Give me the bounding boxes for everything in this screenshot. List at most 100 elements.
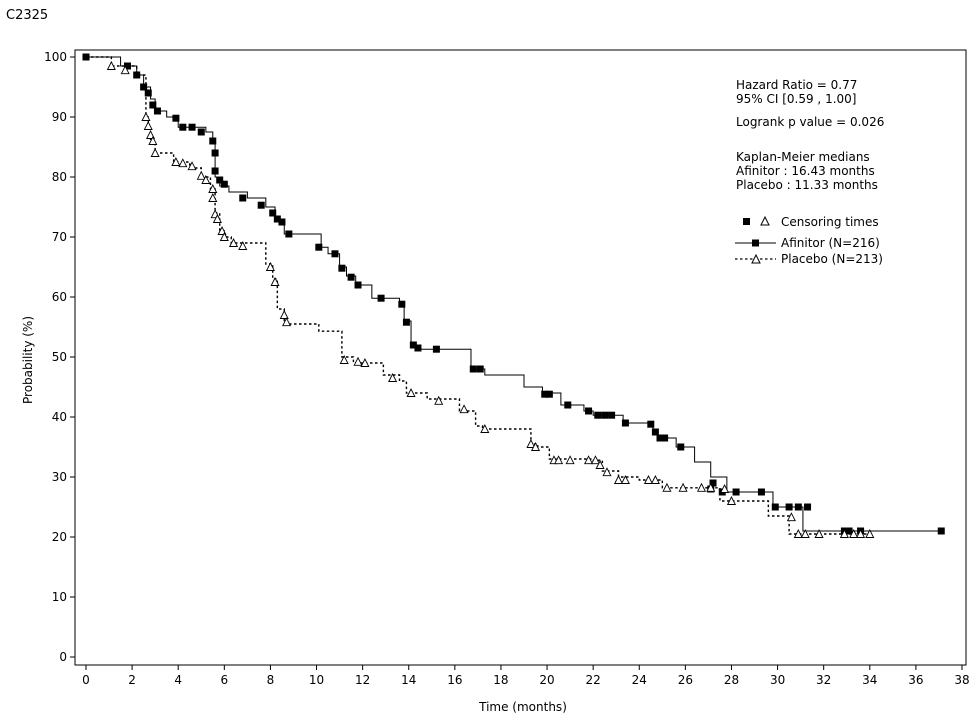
afinitor-censor-marker xyxy=(476,365,484,373)
afinitor-censor-marker xyxy=(608,411,616,419)
afinitor-censor-marker xyxy=(347,273,355,281)
placebo-censor-marker xyxy=(279,310,289,319)
x-tick-label: 10 xyxy=(309,673,324,687)
legend-afinitor-square-icon xyxy=(752,239,759,247)
plot-frame xyxy=(74,49,967,666)
placebo-censor-marker xyxy=(143,121,153,130)
afinitor-censor-marker xyxy=(414,344,422,352)
afinitor-censor-marker xyxy=(153,107,161,115)
placebo-censor-marker xyxy=(814,529,824,538)
y-tick-label: 100 xyxy=(44,50,67,64)
placebo-censor-marker xyxy=(459,404,469,414)
placebo-censor-marker xyxy=(353,356,363,366)
afinitor-censor-marker xyxy=(133,71,141,79)
afinitor-censor-marker xyxy=(354,281,362,289)
placebo-censor-marker xyxy=(148,136,158,145)
placebo-censor-marker xyxy=(554,455,564,465)
placebo-censor-marker xyxy=(238,241,248,250)
legend: Censoring times Afinitor (N=216) Placebo… xyxy=(735,215,883,266)
afinitor-censor-marker xyxy=(937,527,945,535)
x-tick-label: 34 xyxy=(862,673,877,687)
afinitor-censor-marker xyxy=(149,101,157,109)
y-tick-label: 20 xyxy=(52,530,67,544)
afinitor-censor-marker xyxy=(656,434,664,442)
placebo-censor-marker xyxy=(565,455,575,465)
afinitor-censor-marker xyxy=(402,318,410,326)
series-group xyxy=(82,53,945,538)
afinitor-censor-marker xyxy=(651,428,659,436)
afinitor-censor-marker xyxy=(432,345,440,353)
placebo-censor-marker xyxy=(229,238,239,247)
afinitor-censor-marker xyxy=(398,300,406,308)
placebo-censor-marker xyxy=(678,482,688,492)
y-tick-label: 80 xyxy=(52,170,67,184)
afinitor-censor-marker xyxy=(585,407,593,415)
placebo-censor-marker xyxy=(480,424,490,433)
legend-censor-triangle-icon xyxy=(760,215,770,226)
x-tick-label: 22 xyxy=(586,673,601,687)
km-medians-title: Kaplan-Meier medians xyxy=(736,150,870,164)
ci-text: 95% CI [0.59 , 1.00] xyxy=(736,92,856,106)
x-axis-ticks: 0 2 4 6 8 10 12 14 16 18 20 22 24 26 28 30 32 34 36 38 xyxy=(82,665,969,687)
afinitor-censor-marker xyxy=(785,503,793,511)
placebo-censor-marker xyxy=(793,529,803,538)
placebo-censor-marker xyxy=(196,170,206,180)
placebo-censor-marker xyxy=(388,373,398,382)
km-median-placebo: Placebo : 11.33 months xyxy=(736,178,878,192)
y-tick-label: 50 xyxy=(52,350,67,364)
y-tick-label: 40 xyxy=(52,410,67,424)
placebo-censor-marker xyxy=(270,277,280,286)
y-tick-label: 60 xyxy=(52,290,67,304)
placebo-censor-marker xyxy=(146,130,156,139)
afinitor-censor-marker xyxy=(621,419,629,427)
afinitor-censor-marker xyxy=(211,167,219,175)
figure-label: C2325 xyxy=(6,8,49,23)
x-tick-label: 2 xyxy=(128,673,136,687)
afinitor-censor-marker xyxy=(239,194,247,202)
afinitor-censor-marker xyxy=(757,488,765,496)
afinitor-censor-marker xyxy=(677,443,685,451)
afinitor-censor-marker xyxy=(804,503,812,511)
placebo-censor-marker xyxy=(526,439,536,448)
legend-afinitor-label: Afinitor (N=216) xyxy=(781,236,880,250)
afinitor-censor-marker xyxy=(845,527,853,535)
y-axis-ticks: 0 10 20 30 40 50 60 70 80 90 100 xyxy=(44,50,75,664)
placebo-censor-marker xyxy=(706,482,716,492)
placebo-censor-marker xyxy=(120,65,130,75)
afinitor-censor-marker xyxy=(172,114,180,122)
afinitor-censor-marker xyxy=(211,149,219,157)
afinitor-censor-marker xyxy=(732,488,740,496)
placebo-censor-marker xyxy=(208,193,218,202)
placebo-censor-marker xyxy=(696,482,707,492)
y-tick-label: 30 xyxy=(52,470,67,484)
y-tick-label: 0 xyxy=(59,650,67,664)
afinitor-censor-marker xyxy=(209,137,217,145)
placebo-curve xyxy=(86,56,870,535)
x-tick-label: 20 xyxy=(539,673,554,687)
placebo-censor-marker xyxy=(602,467,612,477)
afinitor-censor-marker xyxy=(315,243,323,251)
placebo-censor-marker xyxy=(178,158,188,168)
x-tick-label: 36 xyxy=(908,673,923,687)
y-tick-label: 10 xyxy=(52,590,67,604)
placebo-censor-marker xyxy=(150,148,160,157)
placebo-censor-marker xyxy=(434,395,444,405)
afinitor-censor-marker xyxy=(188,123,196,131)
placebo-censor-marker xyxy=(217,226,227,235)
placebo-censor-marker xyxy=(726,496,737,505)
afinitor-censor-marker xyxy=(647,420,655,428)
placebo-censor-marker xyxy=(530,442,541,451)
y-axis-title: Probability (%) xyxy=(21,316,35,404)
placebo-censor-marker xyxy=(839,529,849,538)
placebo-censor-marker xyxy=(662,482,672,492)
placebo-censor-marker xyxy=(212,214,222,223)
afinitor-censor-marker xyxy=(197,128,205,136)
afinitor-censor-marker xyxy=(377,294,385,302)
x-tick-label: 16 xyxy=(447,673,462,687)
afinitor-censor-marker xyxy=(661,434,669,442)
afinitor-censor-marker xyxy=(338,264,346,272)
x-tick-label: 28 xyxy=(724,673,739,687)
x-tick-label: 30 xyxy=(770,673,785,687)
afinitor-censor-marker xyxy=(331,250,339,258)
